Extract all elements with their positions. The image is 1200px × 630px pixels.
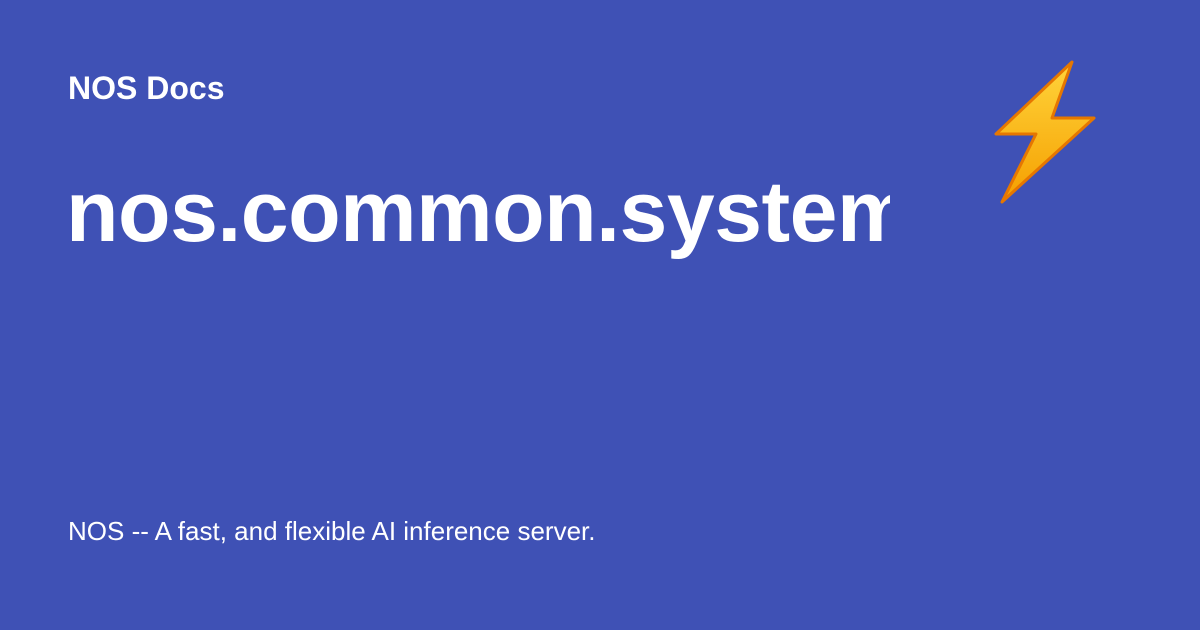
high-voltage-icon-graphic — [994, 60, 1096, 204]
high-voltage-icon — [990, 58, 1100, 206]
page-title-container: nos.common.system — [66, 162, 890, 262]
site-name: NOS Docs — [68, 70, 225, 106]
site-description: NOS -- A fast, and flexible AI inference… — [68, 516, 596, 546]
page-title: nos.common.system — [66, 164, 890, 260]
lightning-bolt-shape — [994, 60, 1096, 204]
